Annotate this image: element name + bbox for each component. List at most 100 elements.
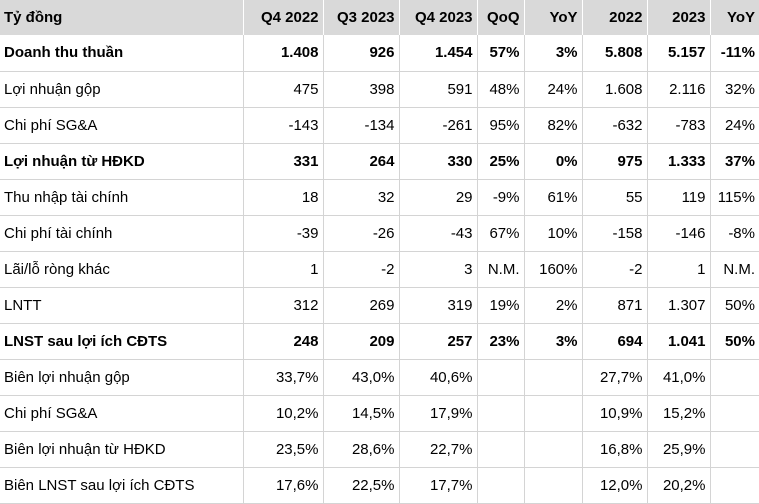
cell-yoy-quarter: 61% bbox=[524, 179, 583, 216]
cell-q3-2023: 926 bbox=[323, 35, 400, 72]
table-row: Doanh thu thuần 1.408 926 1.454 57% 3% 5.808 5.… bbox=[0, 35, 759, 72]
cell-yoy-quarter bbox=[524, 467, 583, 504]
row-label: Biên lợi nhuận từ HĐKD bbox=[0, 431, 244, 468]
table-row: Biên lợi nhuận từ HĐKD 23,5% 28,6% 22,7% 16,… bbox=[0, 431, 759, 468]
cell-qoq: 67% bbox=[477, 215, 525, 252]
cell-q4-2023: -261 bbox=[399, 107, 478, 144]
cell-q4-2023: 330 bbox=[399, 143, 478, 180]
cell-q4-2022: 18 bbox=[243, 179, 324, 216]
cell-q4-2022: -143 bbox=[243, 107, 324, 144]
cell-yoy-quarter: 2% bbox=[524, 287, 583, 324]
cell-yoy-annual: 50% bbox=[710, 287, 759, 324]
cell-qoq: 95% bbox=[477, 107, 525, 144]
cell-q3-2023: 264 bbox=[323, 143, 400, 180]
cell-q4-2022: 33,7% bbox=[243, 359, 324, 396]
cell-q4-2022: 312 bbox=[243, 287, 324, 324]
cell-q4-2022: -39 bbox=[243, 215, 324, 252]
row-label: LNTT bbox=[0, 287, 244, 324]
header-q4-2022: Q4 2022 bbox=[243, 0, 324, 35]
header-2023: 2023 bbox=[647, 0, 711, 35]
cell-2022: 694 bbox=[582, 323, 648, 360]
cell-q3-2023: 14,5% bbox=[323, 395, 400, 432]
cell-2023: 41,0% bbox=[647, 359, 711, 396]
header-unit: Tỷ đồng bbox=[0, 0, 244, 35]
header-q4-2023: Q4 2023 bbox=[399, 0, 478, 35]
cell-q4-2023: 257 bbox=[399, 323, 478, 360]
cell-q3-2023: 22,5% bbox=[323, 467, 400, 504]
cell-q4-2023: -43 bbox=[399, 215, 478, 252]
cell-yoy-quarter bbox=[524, 359, 583, 396]
cell-2022: 871 bbox=[582, 287, 648, 324]
table-row: LNST sau lợi ích CĐTS 248 209 257 23% 3% 694 1.… bbox=[0, 323, 759, 360]
row-label: Lợi nhuận gộp bbox=[0, 71, 244, 108]
cell-q4-2023: 40,6% bbox=[399, 359, 478, 396]
cell-q4-2022: 248 bbox=[243, 323, 324, 360]
cell-yoy-quarter bbox=[524, 431, 583, 468]
cell-q4-2022: 1.408 bbox=[243, 35, 324, 72]
row-label: Doanh thu thuần bbox=[0, 35, 244, 72]
cell-q4-2023: 22,7% bbox=[399, 431, 478, 468]
cell-yoy-quarter: 10% bbox=[524, 215, 583, 252]
row-label: Thu nhập tài chính bbox=[0, 179, 244, 216]
row-label: Biên lợi nhuận gộp bbox=[0, 359, 244, 396]
cell-2022: 16,8% bbox=[582, 431, 648, 468]
cell-2023: 5.157 bbox=[647, 35, 711, 72]
cell-q3-2023: 209 bbox=[323, 323, 400, 360]
header-yoy-quarter: YoY bbox=[524, 0, 583, 35]
cell-2023: 1.041 bbox=[647, 323, 711, 360]
table-row: Thu nhập tài chính 18 32 29 -9% 61% 55 119 115% bbox=[0, 179, 759, 216]
cell-yoy-annual: N.M. bbox=[710, 251, 759, 288]
table-header: Tỷ đồng Q4 2022 Q3 2023 Q4 2023 QoQ YoY … bbox=[0, 0, 759, 35]
cell-yoy-quarter: 24% bbox=[524, 71, 583, 108]
cell-q4-2023: 3 bbox=[399, 251, 478, 288]
cell-q3-2023: 43,0% bbox=[323, 359, 400, 396]
cell-yoy-quarter: 3% bbox=[524, 323, 583, 360]
cell-yoy-annual: 24% bbox=[710, 107, 759, 144]
row-label: LNST sau lợi ích CĐTS bbox=[0, 323, 244, 360]
cell-2023: 1 bbox=[647, 251, 711, 288]
cell-qoq bbox=[477, 467, 525, 504]
table-row: Lợi nhuận từ HĐKD 331 264 330 25% 0% 975 1.333 3… bbox=[0, 143, 759, 180]
cell-qoq bbox=[477, 431, 525, 468]
header-row: Tỷ đồng Q4 2022 Q3 2023 Q4 2023 QoQ YoY … bbox=[0, 0, 759, 35]
cell-yoy-quarter: 82% bbox=[524, 107, 583, 144]
header-yoy-annual: YoY bbox=[726, 9, 755, 26]
cell-yoy-annual bbox=[710, 395, 759, 432]
cell-2022: 12,0% bbox=[582, 467, 648, 504]
row-label: Chi phí tài chính bbox=[0, 215, 244, 252]
cell-2022: 55 bbox=[582, 179, 648, 216]
cell-q3-2023: -2 bbox=[323, 251, 400, 288]
header-q3-2023: Q3 2023 bbox=[323, 0, 400, 35]
cell-2022: 5.808 bbox=[582, 35, 648, 72]
cell-q3-2023: -134 bbox=[323, 107, 400, 144]
cell-yoy-quarter: 3% bbox=[524, 35, 583, 72]
cell-yoy-annual bbox=[710, 359, 759, 396]
table-row: Lãi/lỗ ròng khác 1 -2 3 N.M. 160% -2 1 N.M. bbox=[0, 251, 759, 288]
cell-yoy-annual: 50% bbox=[710, 323, 759, 360]
cell-q4-2022: 1 bbox=[243, 251, 324, 288]
cell-qoq: N.M. bbox=[477, 251, 525, 288]
table-row: Chi phí SG&A -143 -134 -261 95% 82% -632 -783 24… bbox=[0, 107, 759, 144]
cell-2022: 10,9% bbox=[582, 395, 648, 432]
cell-2023: 25,9% bbox=[647, 431, 711, 468]
cell-yoy-annual: -11% bbox=[710, 35, 759, 72]
cell-yoy-quarter: 160% bbox=[524, 251, 583, 288]
cell-qoq: 48% bbox=[477, 71, 525, 108]
table-row: LNTT 312 269 319 19% 2% 871 1.307 50% bbox=[0, 287, 759, 324]
cell-q4-2023: 17,9% bbox=[399, 395, 478, 432]
header-qoq: QoQ bbox=[477, 0, 525, 35]
cell-2022: 975 bbox=[582, 143, 648, 180]
row-label: Chi phí SG&A bbox=[0, 107, 244, 144]
cell-yoy-annual: 115% bbox=[710, 179, 759, 216]
table-row: Biên LNST sau lợi ích CĐTS 17,6% 22,5% 17,7… bbox=[0, 467, 759, 504]
cell-q4-2023: 591 bbox=[399, 71, 478, 108]
cell-2023: 15,2% bbox=[647, 395, 711, 432]
cell-q4-2023: 17,7% bbox=[399, 467, 478, 504]
cell-2023: 1.307 bbox=[647, 287, 711, 324]
row-label: Lợi nhuận từ HĐKD bbox=[0, 143, 244, 180]
cell-q3-2023: 398 bbox=[323, 71, 400, 108]
cell-q3-2023: 269 bbox=[323, 287, 400, 324]
cell-q4-2023: 319 bbox=[399, 287, 478, 324]
cell-2023: 2.116 bbox=[647, 71, 711, 108]
